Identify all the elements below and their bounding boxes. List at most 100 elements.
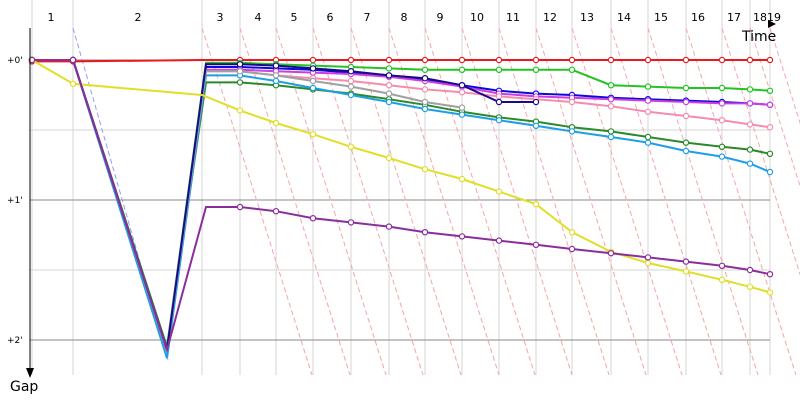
x-tick-label: 1 [48, 11, 55, 24]
data-point [385, 72, 393, 79]
data-point [644, 254, 652, 261]
series-1 [28, 56, 774, 65]
x-tick-label: 3 [217, 11, 224, 24]
lap-guide [535, 27, 647, 376]
data-point [718, 84, 726, 92]
data-point [495, 188, 503, 195]
data-point [532, 241, 540, 248]
data-point [495, 66, 503, 74]
data-point [718, 56, 726, 64]
series-10 [28, 56, 774, 296]
data-point [272, 119, 280, 127]
data-point [309, 130, 317, 138]
data-point [385, 65, 393, 72]
data-point [532, 98, 540, 106]
lap-guide [498, 27, 610, 376]
data-point [766, 168, 774, 176]
data-point [682, 139, 690, 146]
data-point [458, 88, 466, 96]
data-point [766, 56, 774, 64]
data-point [568, 245, 576, 253]
data-point [607, 81, 615, 89]
data-point [746, 56, 754, 64]
x-tick-label: 13 [580, 11, 594, 24]
x-tick-label: 5 [291, 11, 298, 24]
data-point [347, 143, 355, 150]
series-line [32, 59, 771, 349]
data-point [532, 56, 540, 64]
data-point [309, 84, 317, 92]
lap-guide [571, 27, 683, 376]
data-point [766, 289, 774, 296]
lap-guide [610, 27, 722, 376]
data-point [682, 258, 690, 265]
data-point [644, 259, 652, 267]
data-point [421, 228, 429, 236]
series-group [28, 56, 774, 359]
x-tick-label: 18 [753, 11, 767, 24]
data-point [421, 66, 429, 74]
data-point [385, 56, 393, 64]
lap-guide [769, 27, 800, 125]
data-point [607, 95, 615, 103]
data-point [718, 100, 726, 107]
data-point [568, 66, 576, 74]
data-point [644, 108, 652, 116]
data-point [718, 153, 726, 160]
y-tick-label: +1' [7, 196, 23, 206]
x-tick-label: 12 [543, 11, 557, 24]
data-point [458, 111, 466, 118]
data-point [458, 175, 466, 183]
data-point [607, 249, 615, 257]
lap-guide [461, 27, 573, 376]
data-point [272, 207, 280, 215]
data-point [347, 219, 355, 226]
data-point [495, 93, 503, 100]
series-line [32, 59, 771, 348]
data-point [236, 60, 244, 68]
series-11 [28, 56, 774, 354]
x-tick-label: 17 [727, 11, 741, 24]
data-point [718, 143, 726, 150]
x-tick-label: 19 [767, 11, 781, 24]
y-axis-label: Gap [10, 379, 38, 395]
data-point [607, 128, 615, 135]
y-axis-arrow [26, 368, 34, 378]
series-line [32, 59, 771, 354]
series-line [32, 59, 771, 348]
x-tick-label: 11 [506, 11, 520, 24]
x-tick-label: 10 [470, 11, 484, 24]
data-point [718, 116, 726, 124]
data-point [272, 72, 280, 79]
data-point [458, 66, 466, 74]
data-point [421, 98, 429, 106]
data-point [495, 116, 503, 124]
lap-guide [749, 27, 800, 188]
series-7 [28, 56, 774, 359]
x-tick-label: 15 [654, 11, 668, 24]
data-point [309, 77, 317, 85]
x-tick-label: 8 [401, 11, 408, 24]
data-point [746, 146, 754, 153]
y-tick-label: +2' [7, 336, 23, 346]
data-point [421, 86, 429, 93]
lap-guide [312, 27, 424, 376]
data-point [309, 56, 317, 64]
data-point [385, 223, 393, 230]
data-point [746, 86, 754, 93]
data-point [421, 56, 429, 64]
data-point [682, 268, 690, 275]
data-point [568, 228, 576, 236]
data-point [236, 107, 244, 114]
lap-guide [424, 27, 536, 376]
data-point [421, 74, 429, 82]
data-point [766, 123, 774, 131]
x-tick-labels: 1 2 3 4 5 6 7 8 9 10 11 12 13 14 15 16 17 18 19 [48, 11, 782, 24]
data-point [532, 200, 540, 208]
data-point [385, 90, 393, 97]
data-point [309, 214, 317, 222]
lap-guide [350, 27, 462, 376]
data-point [746, 283, 754, 290]
data-point [385, 154, 393, 162]
